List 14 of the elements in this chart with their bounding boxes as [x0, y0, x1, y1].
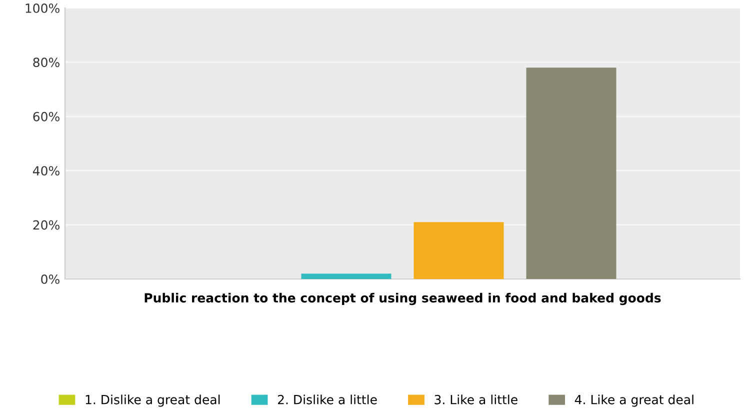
- y-tick-label: 20%: [33, 220, 60, 230]
- bar: [301, 274, 392, 279]
- legend-label: 1. Dislike a great deal: [86, 394, 220, 407]
- legend-label: 3. Like a little: [434, 394, 518, 404]
- y-tick-label: 40%: [32, 166, 60, 176]
- y-tick-label: 100%: [26, 3, 60, 13]
- y-tick-label: 60%: [33, 112, 60, 122]
- bar: [414, 222, 504, 279]
- legend-label: 2. Dislike a little: [278, 394, 377, 404]
- legend-label: 4. Like a great deal: [574, 394, 694, 407]
- y-tick-label: 0%: [41, 274, 60, 284]
- x-tick-label: Public reaction to the concept of using seaweed in food and baked goods: [144, 292, 661, 306]
- bar: [526, 68, 616, 279]
- y-tick-label: 80%: [33, 58, 60, 68]
